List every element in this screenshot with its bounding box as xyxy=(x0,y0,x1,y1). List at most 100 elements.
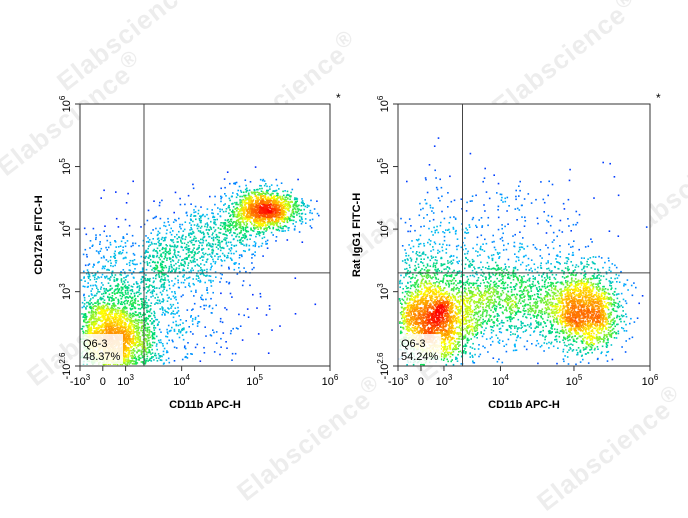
event-dot xyxy=(102,307,104,309)
event-dot xyxy=(221,209,223,211)
event-dot xyxy=(250,181,252,183)
event-dot xyxy=(240,205,242,207)
event-dot xyxy=(201,245,203,247)
event-dot xyxy=(114,304,116,306)
event-dot xyxy=(118,289,120,291)
event-dot xyxy=(232,192,234,194)
event-dot xyxy=(149,344,151,346)
event-dot xyxy=(198,247,200,249)
event-dot xyxy=(173,313,175,315)
event-dot xyxy=(134,296,136,298)
event-dot xyxy=(233,245,235,247)
event-dot xyxy=(139,349,141,351)
event-dot xyxy=(177,307,179,309)
event-dot xyxy=(167,294,169,296)
event-dot xyxy=(120,326,122,328)
event-dot xyxy=(307,206,309,208)
event-dot xyxy=(193,284,195,286)
event-dot xyxy=(241,254,243,256)
event-dot xyxy=(218,248,220,250)
event-dot xyxy=(176,347,178,349)
event-dot xyxy=(267,247,269,249)
event-dot xyxy=(138,291,140,293)
event-dot xyxy=(197,344,199,346)
event-dot xyxy=(289,220,291,222)
event-dot xyxy=(127,357,129,359)
event-dot xyxy=(236,228,238,230)
event-dot xyxy=(230,293,232,295)
event-dot xyxy=(86,254,88,256)
event-dot xyxy=(214,255,216,257)
event-dot xyxy=(166,343,168,345)
event-dot xyxy=(205,253,207,255)
event-dot xyxy=(192,249,194,251)
event-dot xyxy=(206,214,208,216)
event-dot xyxy=(154,217,156,219)
event-dot xyxy=(302,221,304,223)
event-dot xyxy=(278,201,280,203)
event-dot xyxy=(117,307,119,309)
event-dot xyxy=(201,295,203,297)
event-dot xyxy=(214,196,216,198)
event-dot xyxy=(112,295,114,297)
event-dot xyxy=(120,313,122,315)
event-dot xyxy=(248,197,250,199)
event-dot xyxy=(196,264,198,266)
event-dot xyxy=(105,313,107,315)
event-dot xyxy=(258,333,260,335)
event-dot xyxy=(95,237,97,239)
event-dot xyxy=(96,250,98,252)
event-dot xyxy=(207,208,209,210)
event-dot xyxy=(130,346,132,348)
event-dot xyxy=(91,328,93,330)
event-dot xyxy=(84,286,86,288)
event-dot xyxy=(185,286,187,288)
event-dot xyxy=(106,269,108,271)
event-dot xyxy=(149,334,151,336)
event-dot xyxy=(152,238,154,240)
event-dot xyxy=(87,269,89,271)
event-dot xyxy=(254,189,256,191)
event-dot xyxy=(162,261,164,263)
event-dot xyxy=(225,341,227,343)
event-dot xyxy=(135,298,137,300)
event-dot xyxy=(159,342,161,344)
event-dot xyxy=(295,202,297,204)
event-dot xyxy=(175,278,177,280)
event-dot xyxy=(108,247,110,249)
event-dot xyxy=(168,281,170,283)
event-dot xyxy=(164,313,166,315)
event-dot xyxy=(124,324,126,326)
event-dot xyxy=(293,206,295,208)
event-dot xyxy=(174,253,176,255)
event-dot xyxy=(257,218,259,220)
event-dot xyxy=(184,279,186,281)
event-dot xyxy=(156,294,158,296)
event-dot xyxy=(311,227,313,229)
event-dot xyxy=(104,300,106,302)
event-dot xyxy=(261,245,263,247)
event-dot xyxy=(238,263,240,265)
event-dot xyxy=(96,306,98,308)
event-dot xyxy=(193,209,195,211)
event-dot xyxy=(195,238,197,240)
event-dot xyxy=(284,216,286,218)
event-dot xyxy=(237,240,239,242)
event-dot xyxy=(102,268,104,270)
event-dot xyxy=(226,243,228,245)
event-dot xyxy=(158,241,160,243)
event-dot xyxy=(93,264,95,266)
event-dot xyxy=(154,355,156,357)
event-dot xyxy=(305,218,307,220)
event-dot xyxy=(139,341,141,343)
event-dot xyxy=(292,189,294,191)
event-dot xyxy=(316,200,318,202)
event-dot xyxy=(134,293,136,295)
event-dot xyxy=(129,269,131,271)
event-dot xyxy=(153,325,155,327)
event-dot xyxy=(243,315,245,317)
event-dot xyxy=(192,333,194,335)
event-dot xyxy=(291,215,293,217)
event-dot xyxy=(213,216,215,218)
event-dot xyxy=(203,233,205,235)
